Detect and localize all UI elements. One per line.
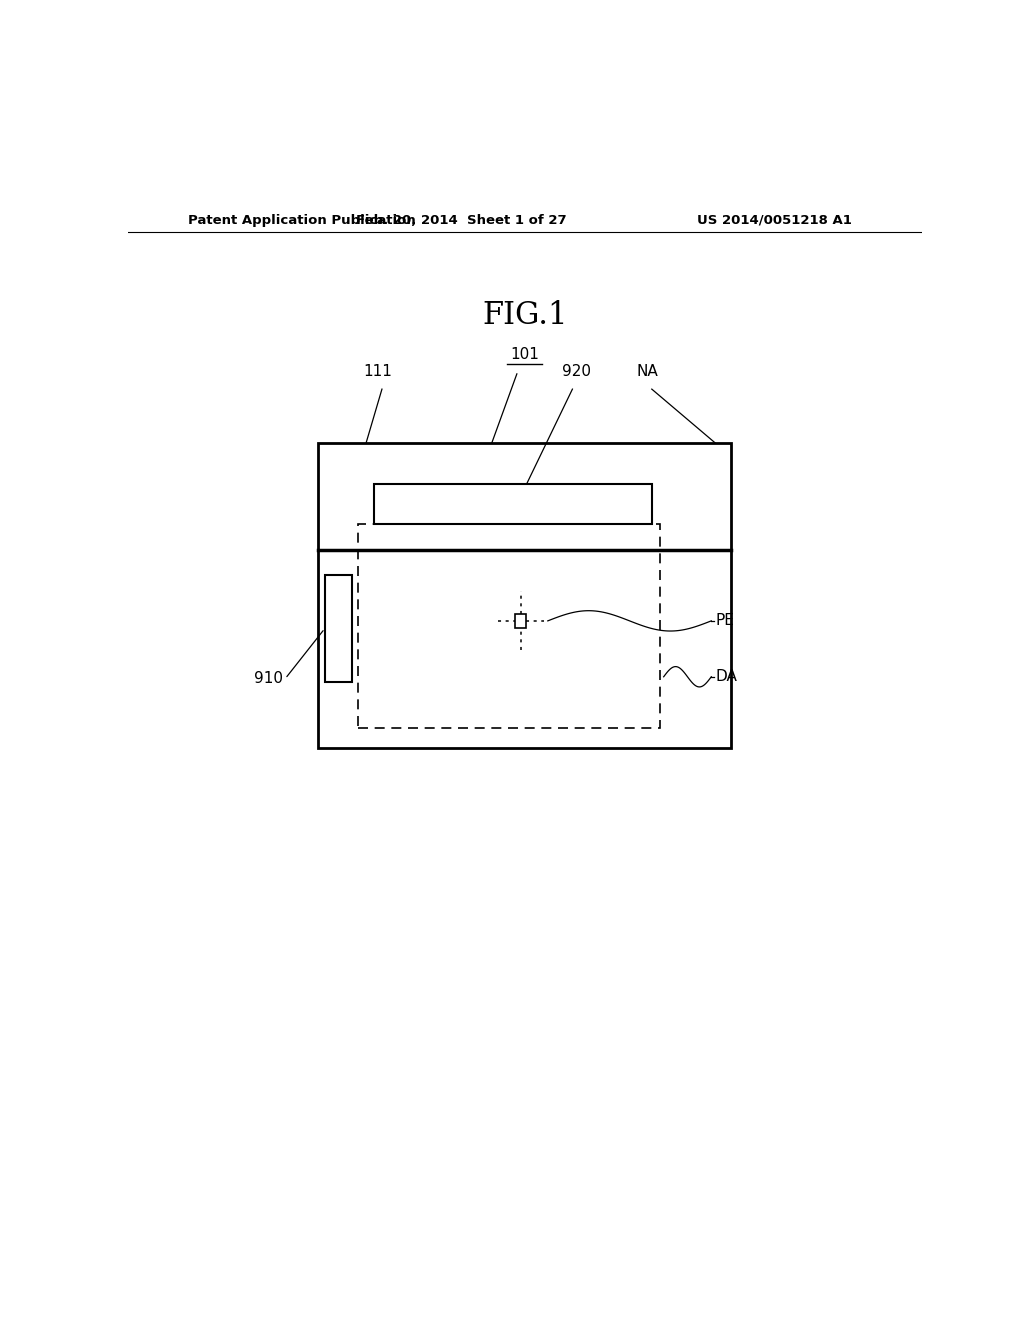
Bar [318, 444, 731, 748]
Text: 111: 111 [364, 364, 392, 379]
Text: 920: 920 [562, 364, 591, 379]
Bar [358, 524, 659, 727]
Bar [515, 614, 526, 628]
Text: NA: NA [637, 364, 658, 379]
Text: Feb. 20, 2014  Sheet 1 of 27: Feb. 20, 2014 Sheet 1 of 27 [356, 214, 566, 227]
Text: 910: 910 [254, 672, 283, 686]
Text: FIG.1: FIG.1 [482, 301, 567, 331]
Text: US 2014/0051218 A1: US 2014/0051218 A1 [697, 214, 852, 227]
Text: 101: 101 [510, 347, 540, 362]
Bar [325, 576, 352, 682]
Text: PE: PE [715, 614, 734, 628]
Bar [374, 483, 651, 524]
Text: DA: DA [715, 669, 737, 684]
Text: Patent Application Publication: Patent Application Publication [187, 214, 416, 227]
